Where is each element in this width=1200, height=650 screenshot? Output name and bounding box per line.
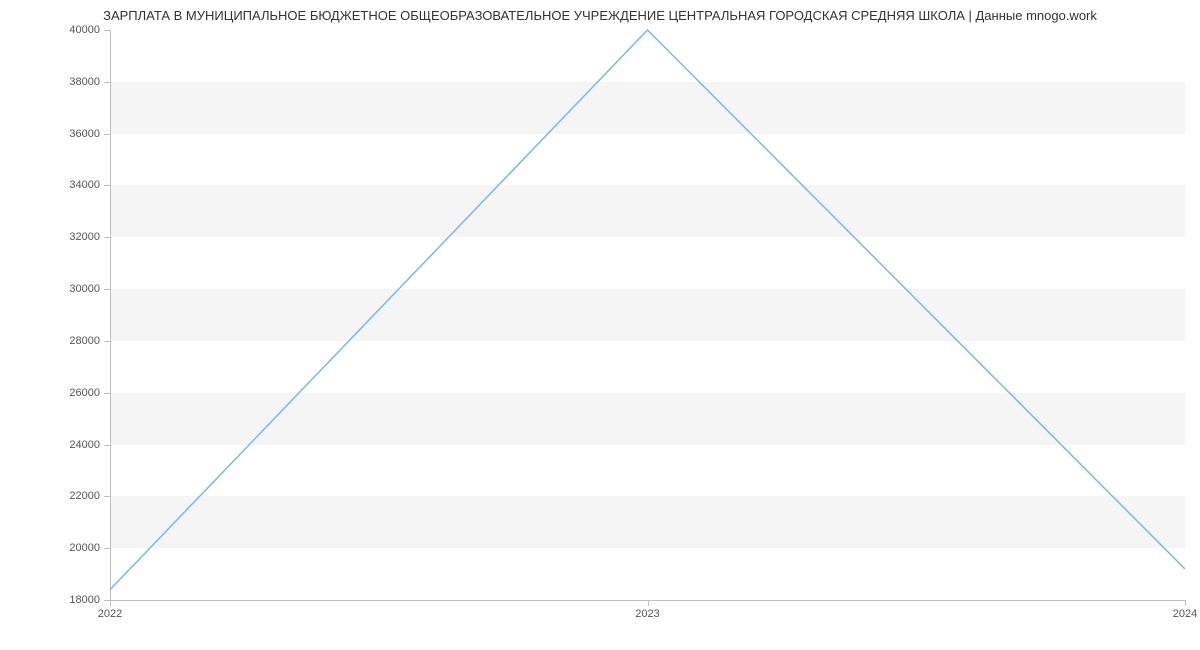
x-tick-label: 2022 (98, 608, 122, 620)
x-tick (1185, 600, 1186, 606)
salary-line-chart: ЗАРПЛАТА В МУНИЦИПАЛЬНОЕ БЮДЖЕТНОЕ ОБЩЕО… (0, 0, 1200, 650)
x-tick (110, 600, 111, 606)
y-tick-label: 18000 (60, 594, 100, 606)
y-tick-label: 26000 (60, 387, 100, 399)
y-tick-label: 34000 (60, 179, 100, 191)
y-tick-label: 36000 (60, 128, 100, 140)
y-tick-label: 24000 (60, 439, 100, 451)
y-tick-label: 20000 (60, 542, 100, 554)
series-line-salary (110, 30, 1185, 590)
y-tick-label: 22000 (60, 490, 100, 502)
plot-area: 1800020000220002400026000280003000032000… (110, 30, 1185, 600)
x-tick-label: 2024 (1173, 608, 1197, 620)
y-tick-label: 40000 (60, 24, 100, 36)
x-tick-label: 2023 (635, 608, 659, 620)
series-layer (110, 30, 1185, 600)
x-tick (648, 600, 649, 606)
y-tick-label: 28000 (60, 335, 100, 347)
y-tick-label: 30000 (60, 283, 100, 295)
chart-title: ЗАРПЛАТА В МУНИЦИПАЛЬНОЕ БЮДЖЕТНОЕ ОБЩЕО… (0, 8, 1200, 23)
y-tick-label: 38000 (60, 76, 100, 88)
y-tick-label: 32000 (60, 231, 100, 243)
